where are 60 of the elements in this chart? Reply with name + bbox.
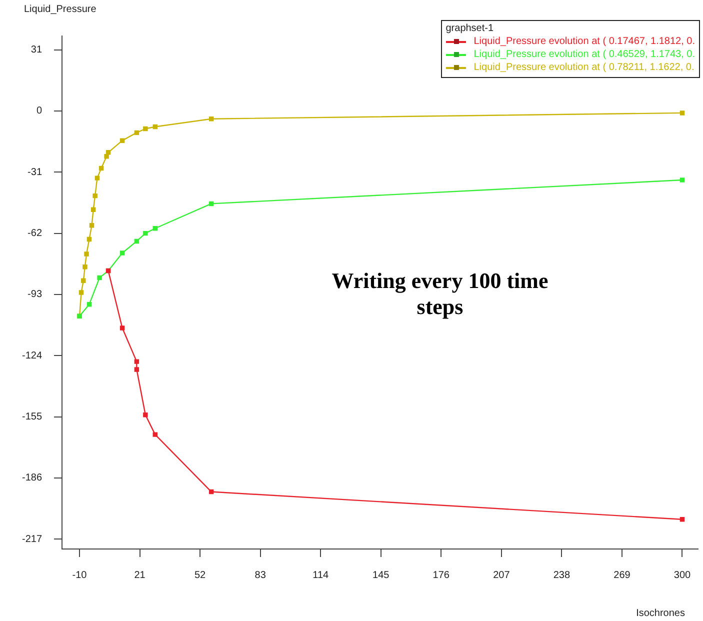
point bbox=[152, 226, 158, 231]
y-tick-label: -155 bbox=[22, 412, 42, 423]
point bbox=[89, 223, 94, 228]
point bbox=[134, 238, 140, 244]
point bbox=[120, 138, 125, 143]
legend-label: Liquid_Pressure evolution at ( 0.17467, 1.1812, 0. bbox=[474, 35, 695, 48]
point bbox=[143, 126, 148, 132]
y-tick-label: -124 bbox=[22, 350, 42, 362]
point bbox=[104, 154, 109, 159]
x-tick-label: 145 bbox=[372, 570, 390, 581]
x-tick-label: 207 bbox=[493, 570, 510, 581]
point bbox=[106, 150, 111, 155]
point bbox=[152, 124, 158, 130]
point bbox=[82, 264, 88, 270]
point bbox=[86, 302, 92, 307]
y-axis-title: Liquid_Pressure bbox=[24, 4, 96, 15]
point bbox=[78, 290, 84, 295]
annotation: Writing every 100 time steps bbox=[330, 268, 550, 320]
point bbox=[134, 359, 140, 364]
point bbox=[120, 250, 125, 256]
x-tick-label: 114 bbox=[312, 570, 330, 581]
y-tick-label: -31 bbox=[28, 166, 42, 178]
point bbox=[208, 201, 214, 206]
point bbox=[680, 517, 685, 522]
point bbox=[680, 110, 685, 116]
legend-label: Liquid_Pressure evolution at ( 0.78211, 1.1622, 0. bbox=[474, 61, 694, 74]
y-tick-label: -62 bbox=[28, 228, 42, 240]
point bbox=[97, 275, 102, 280]
x-tick-label: 52 bbox=[194, 570, 206, 581]
legend-title: graphset-1 bbox=[446, 23, 495, 34]
point bbox=[134, 130, 140, 136]
point bbox=[86, 236, 92, 242]
point bbox=[152, 432, 158, 437]
point bbox=[120, 326, 125, 330]
x-tick-label: -10 bbox=[72, 570, 88, 581]
x-tick-label: 269 bbox=[614, 570, 631, 581]
y-tick-label: -93 bbox=[28, 289, 42, 300]
point bbox=[134, 367, 140, 372]
y-tick-label: -186 bbox=[22, 472, 42, 484]
point bbox=[90, 207, 96, 212]
point bbox=[208, 116, 214, 122]
point bbox=[81, 278, 86, 284]
point bbox=[94, 176, 100, 180]
point bbox=[92, 193, 98, 198]
y-tick-label: 0 bbox=[36, 106, 42, 117]
x-tick-label: 83 bbox=[254, 570, 266, 581]
x-tick-label: 238 bbox=[553, 570, 570, 581]
point bbox=[208, 489, 214, 494]
point bbox=[680, 178, 685, 182]
x-axis-title: Isochrones bbox=[636, 608, 685, 619]
point bbox=[143, 412, 148, 418]
point bbox=[98, 166, 104, 171]
x-tick-label: 21 bbox=[134, 570, 146, 581]
x-tick-label: 176 bbox=[432, 570, 450, 581]
point bbox=[143, 230, 148, 236]
legend-label: Liquid_Pressure evolution at ( 0.46529, 1.1743, 0. bbox=[474, 48, 695, 61]
y-tick-label: -217 bbox=[22, 534, 42, 545]
x-tick-label: 300 bbox=[674, 570, 692, 581]
point bbox=[84, 252, 89, 256]
y-tick-label: 31 bbox=[30, 44, 42, 56]
